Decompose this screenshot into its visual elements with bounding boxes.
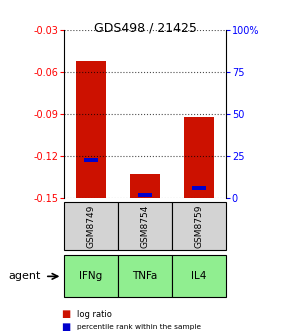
Text: GDS498 / 21425: GDS498 / 21425 [94, 22, 196, 35]
Bar [138, 193, 152, 197]
Text: GSM8759: GSM8759 [195, 204, 204, 248]
Text: IL4: IL4 [191, 271, 207, 281]
Text: ■: ■ [61, 309, 70, 319]
Bar [193, 186, 206, 190]
Bar [76, 61, 106, 198]
Text: ■: ■ [61, 322, 70, 332]
Bar [130, 174, 160, 198]
Bar [84, 158, 97, 162]
Text: log ratio: log ratio [77, 310, 112, 319]
Text: agent: agent [9, 271, 41, 281]
Bar [184, 117, 214, 198]
Text: IFNg: IFNg [79, 271, 102, 281]
Text: percentile rank within the sample: percentile rank within the sample [77, 324, 201, 330]
Text: TNFa: TNFa [132, 271, 158, 281]
Text: GSM8754: GSM8754 [140, 204, 150, 248]
Text: GSM8749: GSM8749 [86, 204, 95, 248]
